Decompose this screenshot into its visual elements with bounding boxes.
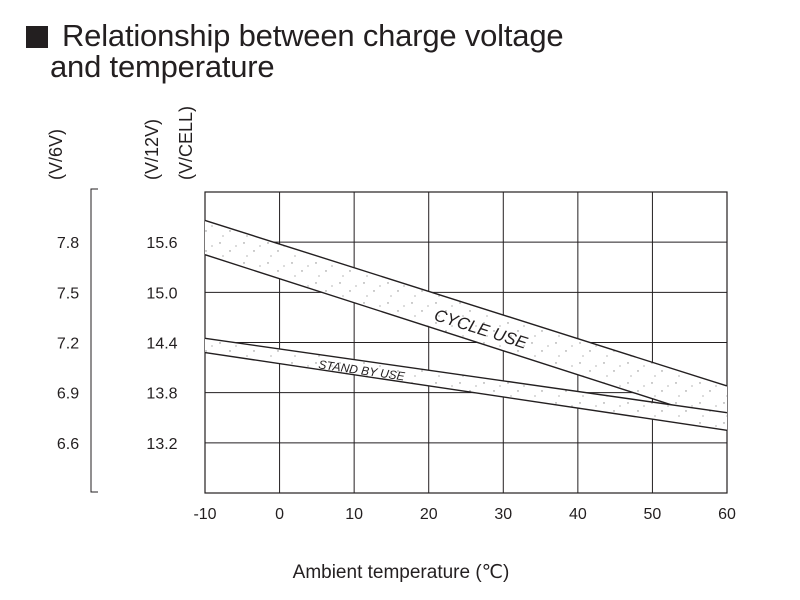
y-tick-label: 6.9	[57, 386, 79, 403]
y-tick-label: 13.8	[146, 386, 177, 403]
x-tick-label: 10	[345, 506, 363, 523]
x-tick-label: 0	[275, 506, 284, 523]
y-tick-label: 7.5	[57, 285, 79, 302]
x-tick-label: 40	[569, 506, 587, 523]
chart-title-line-2: and temperature	[50, 49, 275, 84]
y-axis-unit-label: (V/6V)	[46, 129, 66, 180]
x-tick-label: 30	[494, 506, 512, 523]
y-tick-label: 6.6	[57, 436, 79, 453]
y-tick-label: 14.4	[146, 336, 177, 353]
x-axis-label: Ambient temperature (℃)	[293, 562, 510, 583]
chart-title-line-1: Relationship between charge voltage	[62, 18, 564, 53]
x-tick-label: -10	[193, 506, 216, 523]
band-upper-line	[204, 337, 728, 414]
band-lower-line	[204, 351, 728, 431]
y-axis-unit-label: (V/CELL)	[176, 106, 196, 180]
x-tick-label: 20	[420, 506, 438, 523]
band-dots	[205, 338, 727, 431]
band-upper-line	[204, 219, 728, 387]
x-tick-label: 50	[644, 506, 662, 523]
y-tick-label: 7.2	[57, 336, 79, 353]
x-tick-label: 60	[718, 506, 736, 523]
y-tick-label: 13.2	[146, 436, 177, 453]
y-axis-unit-label: (V/12V)	[142, 119, 162, 180]
band-dots	[205, 220, 727, 423]
band-lower-line	[204, 254, 728, 424]
y-tick-label: 15.0	[146, 285, 177, 302]
y-tick-label: 7.8	[57, 235, 79, 252]
y-axis-bracket	[90, 188, 98, 493]
y-tick-label: 15.6	[146, 235, 177, 252]
title-square-icon	[26, 26, 48, 48]
